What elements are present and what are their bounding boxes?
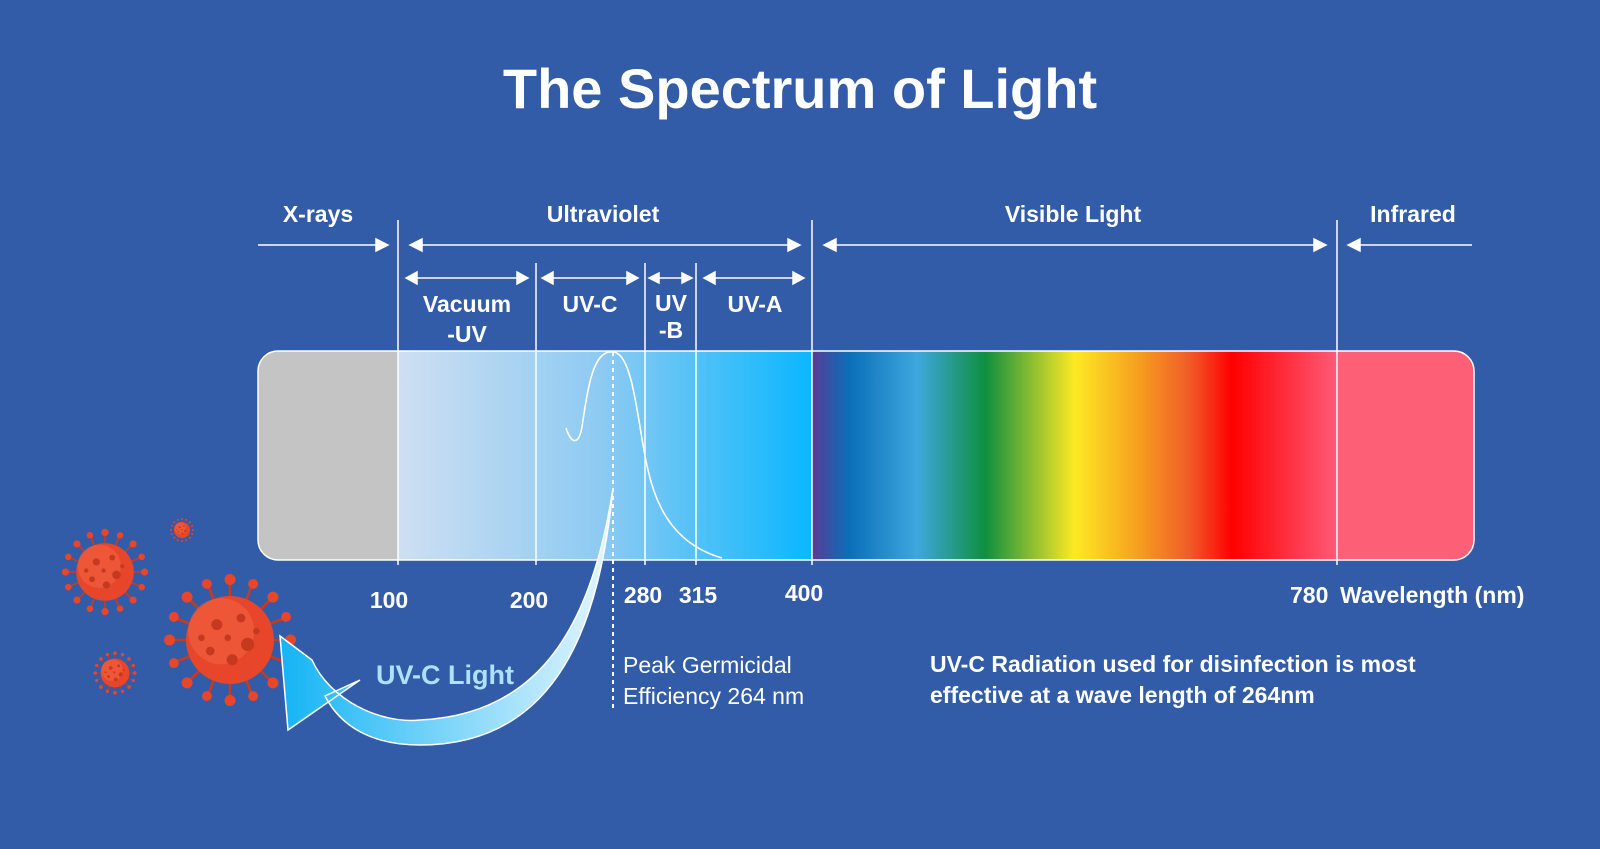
- uvc-arrow-icon: [279, 487, 614, 746]
- germicidal-curve: [565, 351, 723, 559]
- tick-315: 315: [679, 582, 718, 608]
- label-ultraviolet: Ultraviolet: [547, 201, 660, 227]
- visible-band: [812, 351, 1337, 560]
- label-uvb-line2: -B: [659, 317, 683, 343]
- label-xrays: X-rays: [283, 201, 353, 227]
- label-uvb-line1: UV: [655, 290, 688, 316]
- label-vacuum-uv-line2: -UV: [447, 321, 487, 347]
- label-vacuum-uv-line1: Vacuum: [423, 291, 511, 317]
- label-uva: UV-A: [728, 291, 783, 317]
- uvc-light-label: UV-C Light: [376, 660, 514, 690]
- tick-400: 400: [785, 580, 823, 606]
- region-arrows: [258, 237, 1472, 286]
- label-infrared: Infrared: [1370, 201, 1456, 227]
- virus-icon: [162, 572, 298, 708]
- virus-icon: [92, 650, 138, 696]
- axis-label: Wavelength (nm): [1340, 582, 1524, 608]
- description-line1: UV-C Radiation used for disinfection is …: [930, 651, 1416, 677]
- peak-note-line1: Peak Germicidal: [623, 652, 792, 678]
- spectrum-bar: [258, 351, 1474, 560]
- infrared-band: [1337, 351, 1474, 560]
- label-uvc: UV-C: [563, 291, 618, 317]
- tick-280: 280: [624, 582, 662, 608]
- page-title: The Spectrum of Light: [503, 57, 1097, 120]
- description-line2: effective at a wave length of 264nm: [930, 682, 1315, 708]
- label-visible-light: Visible Light: [1005, 201, 1142, 227]
- tick-780: 780: [1290, 582, 1328, 608]
- ultraviolet-band: [398, 351, 812, 560]
- tick-100: 100: [370, 587, 408, 613]
- virus-icon: [169, 517, 195, 543]
- virus-icon: [60, 527, 150, 617]
- spectrum-bar-outline: [257, 350, 1475, 561]
- peak-note-line2: Efficiency 264 nm: [623, 683, 804, 709]
- boundary-lines: [397, 220, 1338, 565]
- tick-200: 200: [510, 587, 548, 613]
- xray-band: [258, 351, 398, 560]
